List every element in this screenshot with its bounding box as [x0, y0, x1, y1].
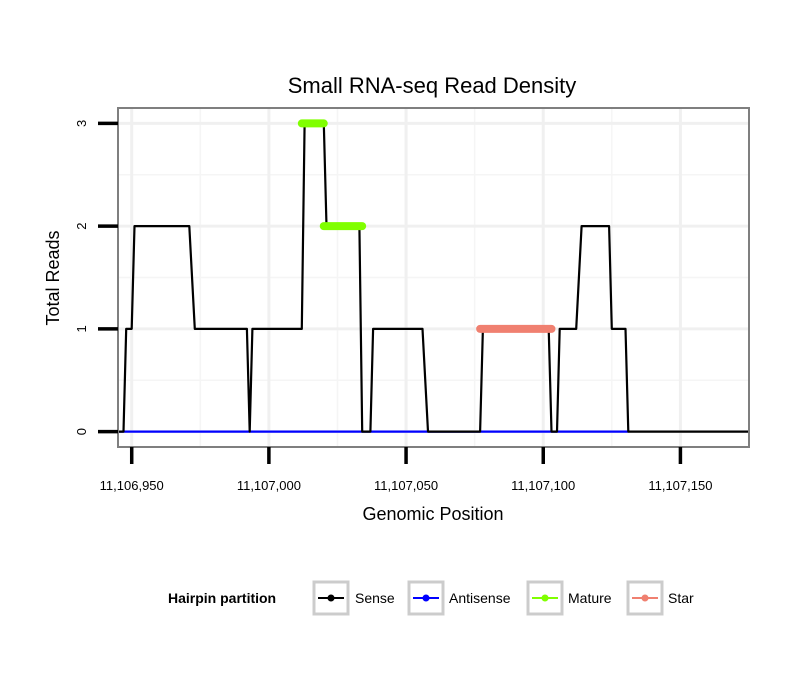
chart-title: Small RNA-seq Read Density	[288, 73, 577, 98]
axes: 11,106,950 11,107,000 11,107,050 11,107,100…	[74, 120, 712, 493]
legend-key-point	[541, 594, 549, 602]
legend-label-star: Star	[668, 590, 694, 606]
legend-label-mature: Mature	[568, 590, 612, 606]
legend-item-antisense: Antisense	[407, 580, 511, 616]
x-tick-label: 11,106,950	[100, 478, 164, 493]
panel-border	[117, 107, 750, 448]
legend-title: Hairpin partition	[168, 590, 276, 606]
y-tick-label: 1	[74, 325, 89, 332]
y-tick-label: 0	[74, 428, 89, 435]
legend-key-point	[422, 594, 430, 602]
legend-item-sense: Sense	[312, 580, 395, 616]
legend-key-point	[327, 594, 335, 602]
series-sense-line	[118, 122, 749, 433]
legend-item-mature: Mature	[526, 580, 612, 616]
y-tick-label: 3	[74, 120, 89, 127]
x-axis-title: Genomic Position	[362, 504, 503, 524]
y-tick-label: 2	[74, 223, 89, 230]
x-tick-label: 11,107,000	[237, 478, 301, 493]
legend-key-point	[641, 594, 649, 602]
x-tick-label: 11,107,050	[374, 478, 438, 493]
legend: Hairpin partition Sense Antisense Mature St…	[168, 580, 694, 616]
x-tick-label: 11,107,150	[648, 478, 712, 493]
legend-label-sense: Sense	[355, 590, 395, 606]
legend-item-star: Star	[626, 580, 694, 616]
legend-label-antisense: Antisense	[449, 590, 511, 606]
series-layer	[118, 119, 749, 433]
y-axis-title: Total Reads	[43, 230, 63, 325]
x-tick-label: 11,107,100	[511, 478, 575, 493]
grid	[118, 108, 749, 447]
